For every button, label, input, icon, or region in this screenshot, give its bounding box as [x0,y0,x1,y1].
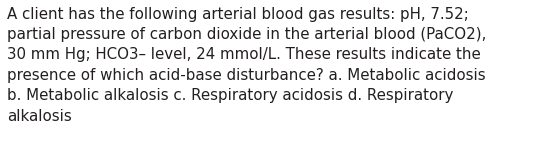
Text: A client has the following arterial blood gas results: pH, 7.52;
partial pressur: A client has the following arterial bloo… [7,7,486,124]
